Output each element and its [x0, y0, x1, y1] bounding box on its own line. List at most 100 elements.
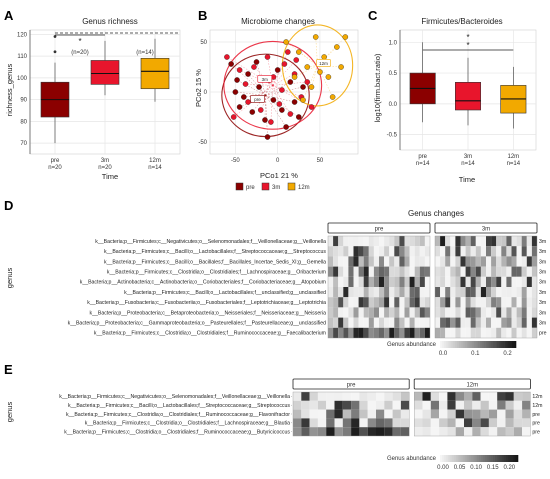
point-12m-8: [308, 84, 315, 90]
legend-gradient-step-35: [508, 455, 511, 462]
heat-cell-pre-2-7: [351, 409, 360, 419]
heat-cell-pre-6-9: [373, 297, 379, 308]
legend-gradient-step-22: [481, 341, 484, 348]
heat-cell-12m-4-2: [430, 427, 440, 436]
heat-cell-pre-5-12: [389, 287, 395, 298]
heat-cell-pre-1-5: [334, 400, 343, 410]
heat-cell-pre-2-4: [348, 256, 354, 267]
heat-cell-pre-0-10: [376, 392, 385, 401]
heat-cell-pre-8-17: [414, 317, 420, 328]
heat-cell-3m-4-1: [440, 276, 446, 287]
row-label-3: k__Bacteria;p__Firmicutes;c__Clostridia;…: [85, 421, 290, 427]
heat-cell-pre-4-5: [334, 427, 343, 436]
heat-cell-pre-3-10: [376, 418, 385, 428]
heat-cell-3m-7-1: [440, 307, 446, 318]
heat-cell-3m-2-8: [475, 256, 481, 267]
heat-cell-12m-1-7: [472, 400, 481, 410]
heat-cell-pre-2-17: [414, 256, 420, 267]
heat-cell-pre-3-14: [399, 266, 405, 277]
heat-cell-3m-6-1: [440, 297, 446, 308]
heat-cell-12m-4-7: [472, 427, 481, 436]
point-3m-5: [264, 54, 271, 60]
heat-cell-pre-2-12: [389, 256, 395, 267]
heat-cell-12m-2-1: [422, 409, 431, 419]
heat-cell-pre-1-14: [399, 246, 405, 257]
heat-cell-3m-1-18: [526, 246, 532, 257]
panel-e-genus-changes: pre 12m k__Bacteria;p__Firmicutes;c__Negat…: [5, 378, 542, 471]
legend-gradient-step-16: [470, 341, 473, 348]
heat-cell-3m-8-2: [445, 317, 451, 328]
panel-letter-c: C: [368, 8, 378, 23]
heat-cell-3m-4-2: [445, 276, 451, 287]
row-label-5: k__Bacteria;p__Firmicutes;c__Bacilli;o__…: [124, 290, 326, 296]
heat-cell-3m-9-11: [491, 327, 497, 338]
heat-cell-3m-2-15: [511, 256, 517, 267]
panel-d-genus-changes: Genus changes pre 3m k__Bacteria;p__Firmic…: [5, 209, 547, 357]
row-tag-5: 3m: [539, 290, 546, 296]
heat-cell-pre-0-4: [326, 392, 335, 401]
heat-cell-12m-1-11: [505, 400, 514, 410]
y-tick-label-2: 0.5: [389, 71, 398, 77]
point-pre-11: [283, 124, 289, 130]
heat-cell-pre-8-2: [338, 317, 344, 328]
heat-cell-12m-1-9: [488, 400, 498, 410]
heat-cell-3m-1-7: [470, 246, 476, 257]
point-3m-17: [230, 114, 237, 120]
heat-cell-pre-7-18: [419, 307, 425, 318]
row-label-4: k__Bacteria;p__Firmicutes;c__Clostridia;…: [64, 429, 290, 435]
heat-cell-12m-2-5: [455, 409, 464, 419]
heat-cell-pre-3-2: [309, 418, 318, 428]
heat-cell-pre-2-15: [404, 256, 410, 267]
legend-gradient-step-8: [455, 341, 458, 348]
spider-line-pre-18: [265, 95, 268, 138]
heat-cell-pre-0-11: [384, 236, 390, 247]
heat-cell-pre-6-7: [363, 297, 369, 308]
panel-b-legend: pre 3m 12m: [235, 182, 310, 191]
panel-b-plot: 3m pre 12m: [221, 24, 354, 140]
heat-cell-pre-1-5: [353, 246, 359, 257]
group-strip-pre: [292, 378, 410, 390]
legend-gradient-step-20: [478, 341, 481, 348]
heat-cell-3m-8-18: [526, 317, 532, 328]
heat-cell-3m-8-13: [501, 317, 507, 328]
row-tag-2: pre: [532, 412, 540, 418]
legend-gradient-step-5: [449, 341, 452, 348]
heat-cell-pre-4-19: [424, 276, 430, 287]
heat-cell-pre-7-7: [363, 307, 369, 318]
heat-cell-3m-2-14: [506, 256, 512, 267]
legend-gradient-step-5: [449, 455, 452, 462]
heat-cell-3m-1-6: [465, 246, 471, 257]
heat-cell-3m-9-5: [460, 327, 466, 338]
heat-cell-3m-5-5: [460, 287, 466, 298]
heat-cell-pre-1-2: [338, 246, 344, 257]
point-3m-3: [251, 64, 257, 70]
heat-cell-pre-0-12: [392, 392, 401, 401]
heat-cell-3m-1-19: [531, 246, 537, 257]
heat-cell-12m-1-10: [497, 400, 506, 410]
heat-cell-pre-4-1: [333, 276, 339, 287]
heat-cell-12m-0-12: [513, 392, 523, 401]
heat-cell-3m-2-6: [465, 256, 471, 267]
point-12m-1: [296, 49, 302, 55]
x-tick-label-0: pre: [51, 158, 60, 164]
heat-cell-pre-1-12: [392, 400, 401, 410]
legend-gradient-step-14: [466, 341, 469, 348]
heat-cell-3m-9-14: [506, 327, 512, 338]
legend-gradient-step-32: [500, 341, 503, 348]
row-tag-8: 3m: [539, 321, 546, 327]
heat-cell-3m-7-8: [475, 307, 481, 318]
legend-gradient-step-25: [488, 455, 491, 462]
heat-cell-pre-3-6: [358, 266, 364, 277]
heat-cell-pre-1-7: [363, 246, 369, 257]
heat-cell-pre-3-12: [389, 266, 395, 277]
row-tag-9: pre: [539, 331, 547, 337]
heat-cell-3m-0-4: [455, 236, 461, 247]
heat-cell-3m-7-10: [486, 307, 492, 318]
heat-cell-3m-6-18: [526, 297, 532, 308]
point-pre-14: [236, 104, 243, 110]
heat-cell-3m-4-15: [511, 276, 517, 287]
heat-cell-3m-1-13: [501, 246, 507, 257]
row-tag-4: pre: [532, 429, 540, 435]
heat-cell-3m-8-15: [511, 317, 517, 328]
